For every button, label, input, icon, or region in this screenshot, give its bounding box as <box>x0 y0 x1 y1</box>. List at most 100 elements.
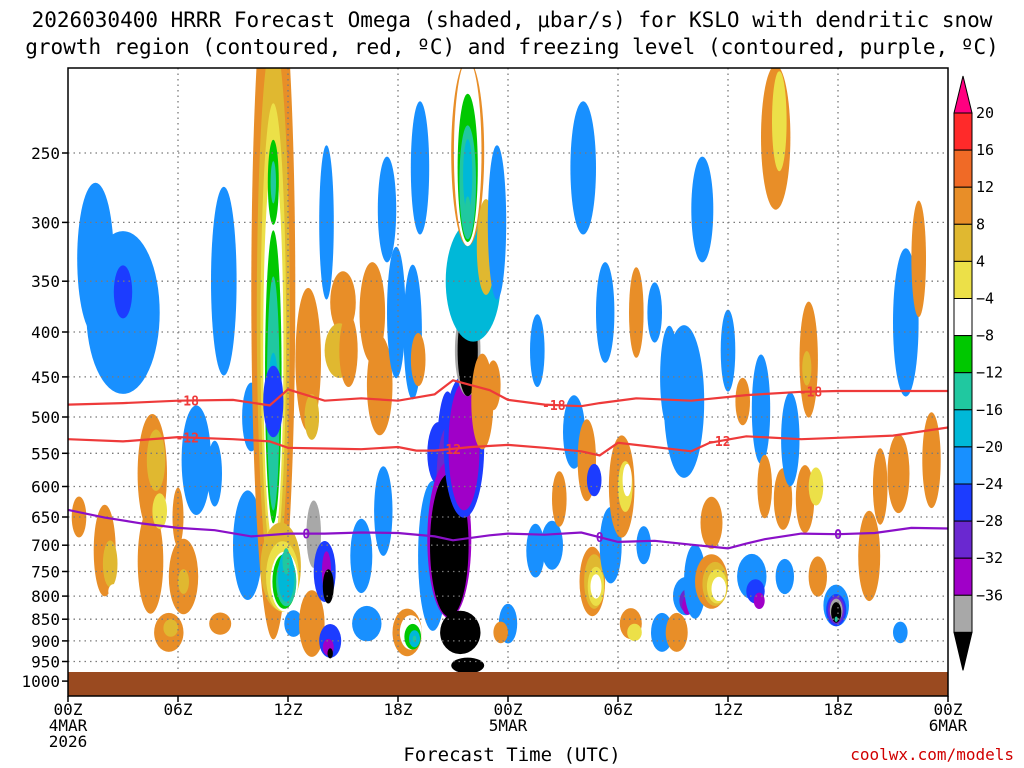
omega-region <box>207 440 222 507</box>
colorbar-label: −12 <box>976 364 1003 382</box>
dgz-contour-label: -12 <box>707 435 730 450</box>
y-tick-label: 250 <box>31 144 60 163</box>
colorbar-label: −16 <box>976 401 1003 419</box>
dgz-contour-label: -12 <box>175 431 198 446</box>
omega-shading-layer <box>71 68 941 674</box>
chart-title-line-2: growth region (contoured, red, ºC) and f… <box>25 35 999 59</box>
y-tick-label: 300 <box>31 213 60 232</box>
omega-region <box>284 610 303 637</box>
omega-region <box>526 523 545 578</box>
y-tick-label: 600 <box>31 478 60 497</box>
dgz-contour-label: -18 <box>542 399 566 414</box>
omega-region <box>304 394 320 440</box>
x-tick-label: 12Z <box>714 700 743 719</box>
axis-layer: 250 300 350 400 450 500 550 600 650 700 750 800 850 9… <box>21 144 967 751</box>
y-tick-label: 950 <box>31 653 60 672</box>
omega-region <box>282 548 290 575</box>
y-tick-label: 750 <box>31 563 60 582</box>
y-tick-label: 550 <box>31 444 60 463</box>
y-tick-label: 900 <box>31 632 60 651</box>
omega-region <box>757 454 772 519</box>
x-axis-label: Forecast Time (UTC) <box>403 744 621 766</box>
omega-region <box>911 200 926 317</box>
colorbar: 20 16 12 8 4 −4 −8 −12 −16 −20 −24 −28 −32 −36 <box>953 75 1003 671</box>
omega-region <box>834 616 838 622</box>
omega-region <box>486 360 501 411</box>
y-tick-label: 700 <box>31 536 60 555</box>
x-tick-label: 00Z <box>54 700 83 719</box>
colorbar-swatch <box>953 520 973 559</box>
x-tick-label: 06Z <box>604 700 633 719</box>
omega-region <box>463 139 473 212</box>
omega-region <box>663 325 705 478</box>
x-tick-label: 00Z <box>494 700 523 719</box>
colorbar-swatch <box>953 372 973 411</box>
dgz-contour <box>68 426 948 457</box>
colorbar-label: −28 <box>976 512 1003 530</box>
colorbar-label: −8 <box>976 327 994 345</box>
omega-region <box>570 101 596 235</box>
omega-region <box>108 584 120 599</box>
x-tick-label: 18Z <box>824 700 853 719</box>
omega-region <box>350 518 373 594</box>
omega-region <box>352 605 382 642</box>
omega-region <box>322 569 334 604</box>
omega-region <box>753 592 765 609</box>
x-tick-label: 5MAR <box>489 716 528 735</box>
colorbar-label: 16 <box>976 141 994 159</box>
credit-link[interactable]: coolwx.com/models <box>850 745 1014 764</box>
dgz-contour <box>68 379 948 408</box>
omega-region <box>552 471 567 527</box>
omega-region <box>665 612 688 652</box>
colorbar-swatch <box>953 186 973 225</box>
omega-region <box>327 648 333 659</box>
omega-region <box>893 248 919 397</box>
y-tick-label: 500 <box>31 408 60 427</box>
colorbar-swatch <box>953 557 973 596</box>
colorbar-swatch <box>953 298 973 337</box>
omega-region <box>440 610 481 655</box>
colorbar-swatch <box>953 409 973 448</box>
colorbar-swatch <box>953 223 973 262</box>
omega-region <box>102 540 118 588</box>
colorbar-bottom-arrow <box>953 631 973 671</box>
y-tick-label: 450 <box>31 368 60 387</box>
colorbar-top-arrow <box>953 75 973 114</box>
colorbar-label: −20 <box>976 438 1003 456</box>
omega-region <box>277 551 295 602</box>
colorbar-label: 8 <box>976 215 985 233</box>
omega-region <box>530 314 545 387</box>
omega-region <box>451 657 485 674</box>
omega-region <box>622 463 632 497</box>
omega-region <box>636 526 651 565</box>
y-tick-label: 850 <box>31 610 60 629</box>
colorbar-swatch <box>953 149 973 188</box>
omega-region <box>209 612 232 635</box>
omega-region <box>211 186 237 376</box>
omega-region <box>627 623 642 642</box>
contour-layer: -18 -18 -18 -12 -12 -12 0 0 0 <box>68 379 948 550</box>
colorbar-label: 4 <box>976 252 985 270</box>
omega-region <box>493 621 509 644</box>
colorbar-swatch <box>953 260 973 299</box>
colorbar-swatch <box>953 446 973 485</box>
omega-region <box>590 574 602 599</box>
chart-title-line-1: 2026030400 HRRR Forecast Omega (shaded, … <box>31 8 993 32</box>
x-tick-label: 6MAR <box>929 716 968 735</box>
omega-region <box>808 556 827 597</box>
omega-region <box>629 267 644 358</box>
omega-region <box>775 558 794 595</box>
colorbar-swatch <box>953 112 973 151</box>
dgz-contour-label: -12 <box>438 443 461 458</box>
omega-region <box>735 377 750 426</box>
omega-region <box>802 351 812 386</box>
y-tick-label: 350 <box>31 272 60 291</box>
colorbar-label: 12 <box>976 178 994 196</box>
omega-region <box>465 196 471 223</box>
omega-region <box>181 405 211 515</box>
omega-region <box>374 466 393 556</box>
colorbar-label: −24 <box>976 475 1003 493</box>
x-tick-label: 18Z <box>384 700 413 719</box>
colorbar-swatch <box>953 335 973 374</box>
